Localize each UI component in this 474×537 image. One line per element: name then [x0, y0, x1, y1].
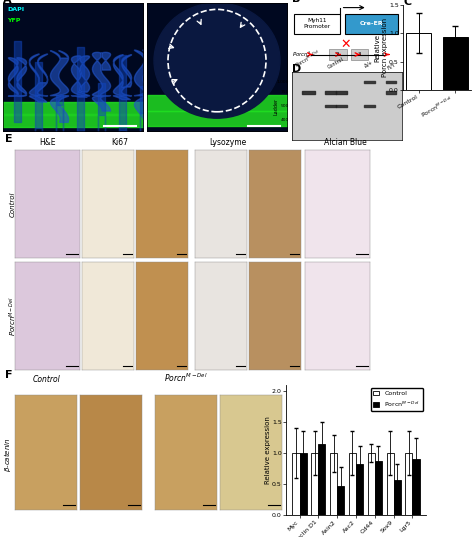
Y-axis label: Relative expression: Relative expression [264, 416, 271, 484]
Text: 3: 3 [358, 52, 361, 57]
Text: 400: 400 [281, 118, 289, 121]
Text: YFP: YFP [7, 18, 20, 24]
Text: 750: 750 [280, 90, 289, 95]
Text: Porcn$^{M-Del}$: Porcn$^{M-Del}$ [294, 48, 323, 70]
Bar [337, 486, 344, 515]
Bar [405, 453, 412, 515]
Bar [319, 444, 326, 515]
Bar [330, 453, 337, 515]
Bar [349, 453, 356, 515]
Bar [443, 37, 468, 90]
FancyBboxPatch shape [346, 13, 398, 34]
Text: 1,000: 1,000 [276, 80, 289, 84]
Bar [292, 453, 300, 515]
Text: Myh11
Promoter: Myh11 Promoter [303, 18, 330, 29]
Text: Cre-ER: Cre-ER [360, 21, 384, 26]
Text: Control: Control [10, 191, 16, 217]
Bar [368, 453, 375, 515]
Text: 500: 500 [280, 104, 289, 108]
Text: Ki67: Ki67 [111, 138, 128, 147]
Text: Porcn$^{M-Del}$: Porcn$^{M-Del}$ [8, 296, 18, 336]
Circle shape [154, 3, 280, 118]
Text: Control: Control [327, 57, 345, 70]
Text: 2: 2 [336, 52, 340, 57]
Text: H&E: H&E [39, 138, 55, 147]
Text: B: B [292, 0, 301, 4]
Text: A: A [3, 0, 12, 5]
Text: E: E [5, 134, 13, 144]
Bar [356, 465, 363, 515]
Bar [375, 461, 382, 515]
Text: $\beta$-catenin: $\beta$-catenin [2, 438, 13, 472]
Bar [311, 453, 319, 515]
Text: Lysozyme: Lysozyme [210, 138, 246, 147]
FancyBboxPatch shape [351, 49, 368, 60]
Text: Ladder: Ladder [273, 97, 278, 114]
Text: Alcian Blue: Alcian Blue [324, 138, 366, 147]
Bar [406, 33, 431, 90]
Text: Porcn$^{M-Del}$: Porcn$^{M-Del}$ [164, 372, 208, 384]
Y-axis label: Relative
Porcn expression: Relative Porcn expression [374, 18, 388, 77]
Bar [300, 453, 307, 515]
FancyBboxPatch shape [329, 49, 346, 60]
Bar [386, 453, 393, 515]
Text: Porcn$^{fl}$: Porcn$^{fl}$ [292, 50, 312, 59]
Text: Control: Control [33, 375, 61, 384]
Text: DAPI: DAPI [7, 7, 24, 12]
Text: F: F [5, 370, 12, 380]
FancyBboxPatch shape [293, 13, 340, 34]
Bar [412, 459, 419, 515]
Text: Fl/Y: Fl/Y [386, 61, 396, 70]
Text: ✕: ✕ [341, 38, 351, 50]
Text: C: C [403, 0, 411, 7]
Text: D: D [292, 64, 301, 74]
Legend: Control, Porcn$^{M-Del}$: Control, Porcn$^{M-Del}$ [371, 388, 423, 411]
Bar [393, 480, 401, 515]
Text: $\Delta$/+: $\Delta$/+ [363, 57, 375, 70]
